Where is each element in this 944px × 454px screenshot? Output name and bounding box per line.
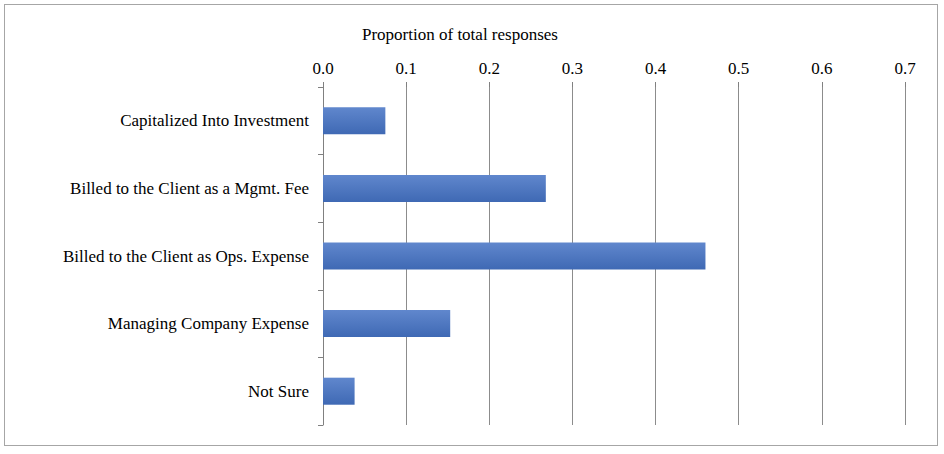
svg-text:0.5: 0.5	[728, 59, 749, 78]
svg-text:0.0: 0.0	[312, 59, 333, 78]
svg-text:Proportion of total responses: Proportion of total responses	[362, 25, 558, 44]
svg-text:Not Sure: Not Sure	[248, 382, 309, 401]
svg-text:Capitalized Into Investment: Capitalized Into Investment	[120, 111, 309, 130]
svg-text:0.3: 0.3	[562, 59, 583, 78]
svg-text:0.7: 0.7	[894, 59, 916, 78]
svg-text:0.4: 0.4	[645, 59, 667, 78]
svg-text:Managing Company Expense: Managing Company Expense	[108, 314, 309, 333]
svg-text:0.6: 0.6	[811, 59, 832, 78]
svg-text:Billed to the Client as a Mgmt: Billed to the Client as a Mgmt. Fee	[70, 179, 309, 198]
svg-text:Billed to the Client as Ops. E: Billed to the Client as Ops. Expense	[63, 247, 309, 266]
svg-text:0.2: 0.2	[479, 59, 500, 78]
svg-text:0.1: 0.1	[396, 59, 417, 78]
